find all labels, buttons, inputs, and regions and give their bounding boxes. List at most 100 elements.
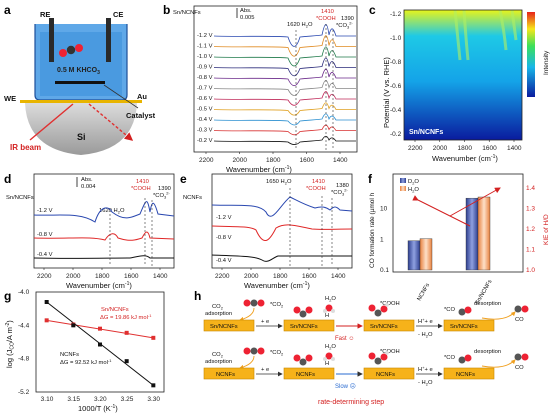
- y-tick-label: -0.4: [390, 107, 402, 114]
- desorption-label: desorption: [474, 301, 501, 307]
- y-tick-label: -4.4: [18, 322, 30, 329]
- co2-adsorption-label: adsorption: [205, 359, 232, 365]
- heatmap-features: [453, 9, 518, 61]
- state-box: [283, 319, 335, 332]
- catalyst-layer: [55, 81, 105, 84]
- y-tick-label: -4.8: [18, 356, 30, 363]
- y-tick-labels: -1.2 -1.0 -0.8 -0.6 -0.4 -0.2: [390, 11, 402, 138]
- panel-d: d Sn/NCNFs Abs. 0.004 1620 H2O 1410 *COO…: [4, 172, 175, 290]
- y-tick-label: -1.2: [390, 11, 402, 18]
- co-adsorbed-icon: [458, 354, 472, 364]
- x-tick-labels: 3.10 3.15 3.20 3.25 3.30: [41, 396, 161, 403]
- si-label: Si: [77, 132, 86, 142]
- legend-d2o-swatch: [400, 178, 406, 183]
- panel-a: a RE CE 0.5 M KHCO3 WE Au Si Catalyst IR…: [4, 3, 156, 155]
- colorbar-label: Intensity: [543, 50, 550, 75]
- spectrum-trace: [213, 46, 356, 67]
- x-tick-label: 3.15: [67, 396, 80, 403]
- trace-minus-0-8v: [211, 224, 353, 241]
- peak-label-1410: 1410: [312, 179, 325, 185]
- y-tick-label: -1.0: [390, 35, 402, 42]
- cooh-molecule-icon: [368, 303, 389, 317]
- heatmap-frame: [403, 9, 523, 141]
- x-tick-label: 2000: [233, 157, 248, 164]
- peak-label-1390: 1390: [341, 16, 354, 22]
- panel-a-letter: a: [4, 3, 11, 17]
- bar-d2o: [407, 240, 421, 271]
- panel-e-letter: e: [180, 172, 187, 186]
- y-axis-label: log (JCO/A m-2): [5, 320, 16, 368]
- panel-f-frame: [392, 173, 524, 273]
- peak-label-1620: 1620 H2O: [99, 208, 125, 215]
- x-tick-label: 2000: [66, 273, 81, 280]
- potential-labels: -1.2 V -1.1 V -1.0 V -0.9 V -0.8 V -0.7 V -0.6…: [197, 33, 213, 144]
- x-tick-label: 1600: [302, 273, 317, 280]
- x-tick-label: 2000: [244, 273, 259, 280]
- panel-d-letter: d: [4, 172, 11, 186]
- peak-label-cooh: *COOH: [316, 16, 336, 22]
- desorption-arrow: [481, 359, 516, 368]
- co2-adsorption-label: CO2: [212, 352, 224, 359]
- data-point: [124, 359, 129, 364]
- bar-d2o: [465, 197, 479, 271]
- data-point: [98, 326, 102, 331]
- co2-adsorption-label: CO2: [212, 304, 224, 311]
- potential-label: -1.1 V: [197, 44, 213, 50]
- state-box-label: NCNFs: [296, 372, 315, 378]
- potential-label: -0.5 V: [197, 107, 213, 113]
- panel-c: c Sn/NCNFs Intensity -1.2 -1.0 -0.8 -0.6 -0.…: [369, 3, 550, 163]
- desorption-arrow: [481, 311, 516, 320]
- panel-g: g -4.0-4.4-4.8-5.2 3.10 3.15 3.20 3.25 3.30 …: [4, 289, 165, 413]
- legend-h2o: H2O: [408, 187, 419, 194]
- panel-f-letter: f: [368, 172, 373, 186]
- electrolyte-label: 0.5 M KHCO3: [57, 67, 100, 76]
- data-point: [71, 323, 76, 328]
- peak-label-1620: 1620 H2O: [287, 22, 313, 29]
- h2o-label: H2O: [325, 296, 336, 303]
- peak-label-1650: 1650 H2O: [266, 179, 292, 186]
- x-tick-label: 2200: [215, 273, 230, 280]
- ir-beam-label: IR beam: [10, 143, 41, 152]
- y-tick-label: -0.6: [390, 83, 402, 90]
- cooh-label: *COOH: [380, 349, 400, 355]
- x-tick-label: 1800: [458, 145, 473, 152]
- co-star-label: *CO: [444, 355, 455, 361]
- desorption-label: desorption: [474, 349, 501, 355]
- catalyst-label: Catalyst: [126, 111, 156, 120]
- electron-step: + e: [261, 319, 269, 325]
- peak-label-cooh: *COOH: [131, 186, 151, 192]
- state-box-label: Sn/NCNFs: [370, 324, 398, 330]
- x-tick-labels: 2200 2000 1800 1600 1400: [37, 268, 168, 280]
- co2-molecule-icon: [243, 299, 265, 307]
- potential-label: -0.4 V: [197, 117, 213, 123]
- co-molecule-icon: [514, 353, 529, 361]
- potential-label: -0.7 V: [197, 86, 213, 92]
- trace-minus-0-4v: [211, 254, 352, 262]
- panel-b-letter: b: [163, 3, 170, 17]
- data-point: [151, 335, 156, 340]
- y-axis-label-left: CO formation rate (µmol h: [369, 192, 376, 268]
- proton-electron-step: H++ e: [418, 365, 433, 373]
- slow-label: Slow ☹: [335, 383, 356, 390]
- state-box-label: NCNFs: [216, 372, 235, 378]
- y-tick-label: 0.1: [380, 267, 389, 274]
- peak-label-co3: *CO32-: [153, 191, 170, 200]
- co-product-label: CO: [515, 365, 524, 371]
- cooh-label: *COOH: [380, 301, 400, 307]
- heatmap-tag: Sn/NCNFs: [409, 129, 443, 136]
- right-tick-labels: 1.0 1.1 1.2 1.3 1.4: [526, 185, 535, 274]
- y-tick-label: 1: [380, 236, 384, 243]
- potential-label: -0.4 V: [37, 252, 53, 258]
- panel-e-frame: [211, 173, 353, 269]
- left-tick-labels: 0.1 1 10: [380, 206, 389, 274]
- x-tick-labels: 2200 2000 1800 1600 1400: [408, 140, 522, 152]
- scale-bar-value: 0.005: [240, 15, 255, 21]
- peak-label-cooh: *COOH: [306, 186, 326, 192]
- x-tick-label: 2200: [37, 273, 52, 280]
- water-loss-step: - H2O: [418, 332, 433, 339]
- x-tick-label: 1600: [300, 157, 315, 164]
- potential-label: -1.2 V: [37, 208, 53, 214]
- state-box: [363, 367, 415, 380]
- adsorption-arrow: [239, 307, 255, 322]
- co2-molecule-icon: [243, 347, 265, 355]
